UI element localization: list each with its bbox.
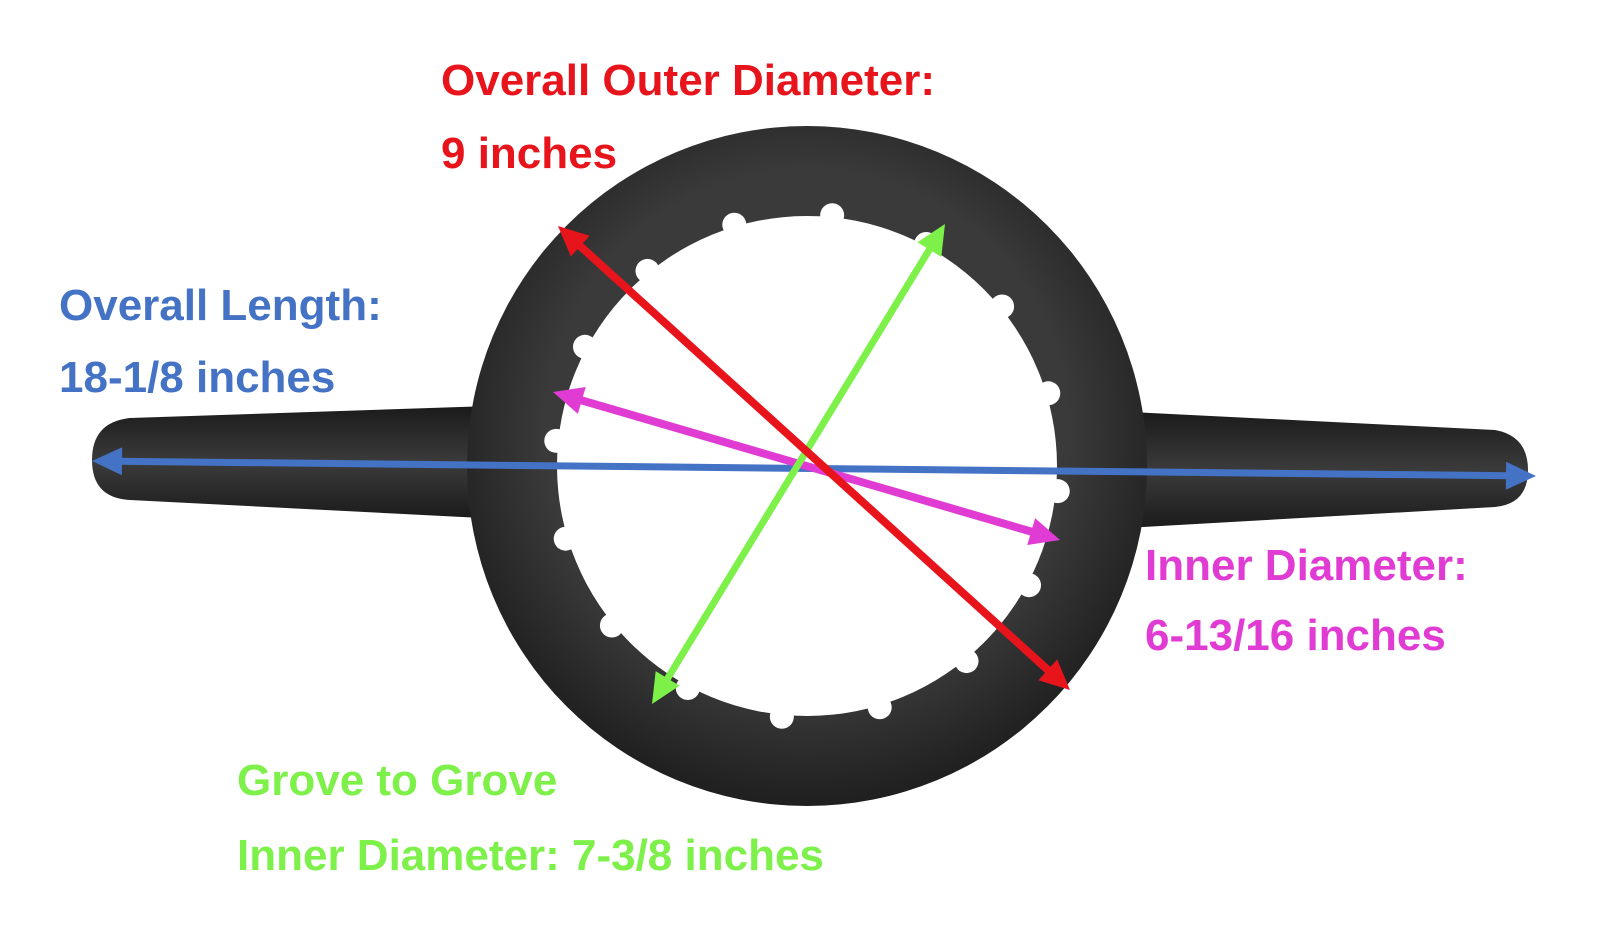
groove-notch	[954, 649, 979, 674]
label-outer-diameter: Overall Outer Diameter: 9 inches	[441, 56, 935, 178]
outer-diameter-value: 9 inches	[441, 129, 617, 178]
inner-diameter-title: Inner Diameter:	[1145, 541, 1468, 590]
right-handle	[1090, 410, 1528, 530]
dimension-arrows	[92, 224, 1536, 704]
groove-notch	[722, 212, 747, 237]
label-groove-diameter: Grove to Grove Inner Diameter: 7-3/8 inc…	[237, 756, 824, 880]
groove-notch	[769, 704, 794, 729]
groove-notch	[990, 294, 1015, 319]
inner-diameter-value: 6-13/16 inches	[1145, 611, 1446, 660]
overall-length-value: 18-1/8 inches	[59, 353, 335, 402]
groove-notch	[544, 428, 569, 453]
label-overall-length: Overall Length: 18-1/8 inches	[59, 281, 382, 402]
outer-diameter-arrow	[558, 226, 1070, 690]
groove-diameter-arrow	[652, 224, 945, 704]
groove-notch	[675, 676, 700, 701]
outer-diameter-title: Overall Outer Diameter:	[441, 56, 935, 105]
label-inner-diameter: Inner Diameter: 6-13/16 inches	[1145, 541, 1468, 660]
groove-notch	[599, 613, 624, 638]
groove-notch	[1045, 479, 1070, 504]
groove-diameter-value: Inner Diameter: 7-3/8 inches	[237, 831, 824, 880]
groove-notch	[867, 695, 892, 720]
groove-notch	[1017, 573, 1042, 598]
groove-diameter-title: Grove to Grove	[237, 756, 557, 805]
groove-notch	[820, 203, 845, 228]
inner-diameter-arrow	[553, 386, 1060, 546]
groove-notch	[572, 334, 597, 359]
groove-notch	[635, 258, 660, 283]
groove-notch	[553, 526, 578, 551]
grooves	[544, 203, 1070, 729]
groove-notch	[1036, 381, 1061, 406]
overall-length-title: Overall Length:	[59, 281, 382, 330]
